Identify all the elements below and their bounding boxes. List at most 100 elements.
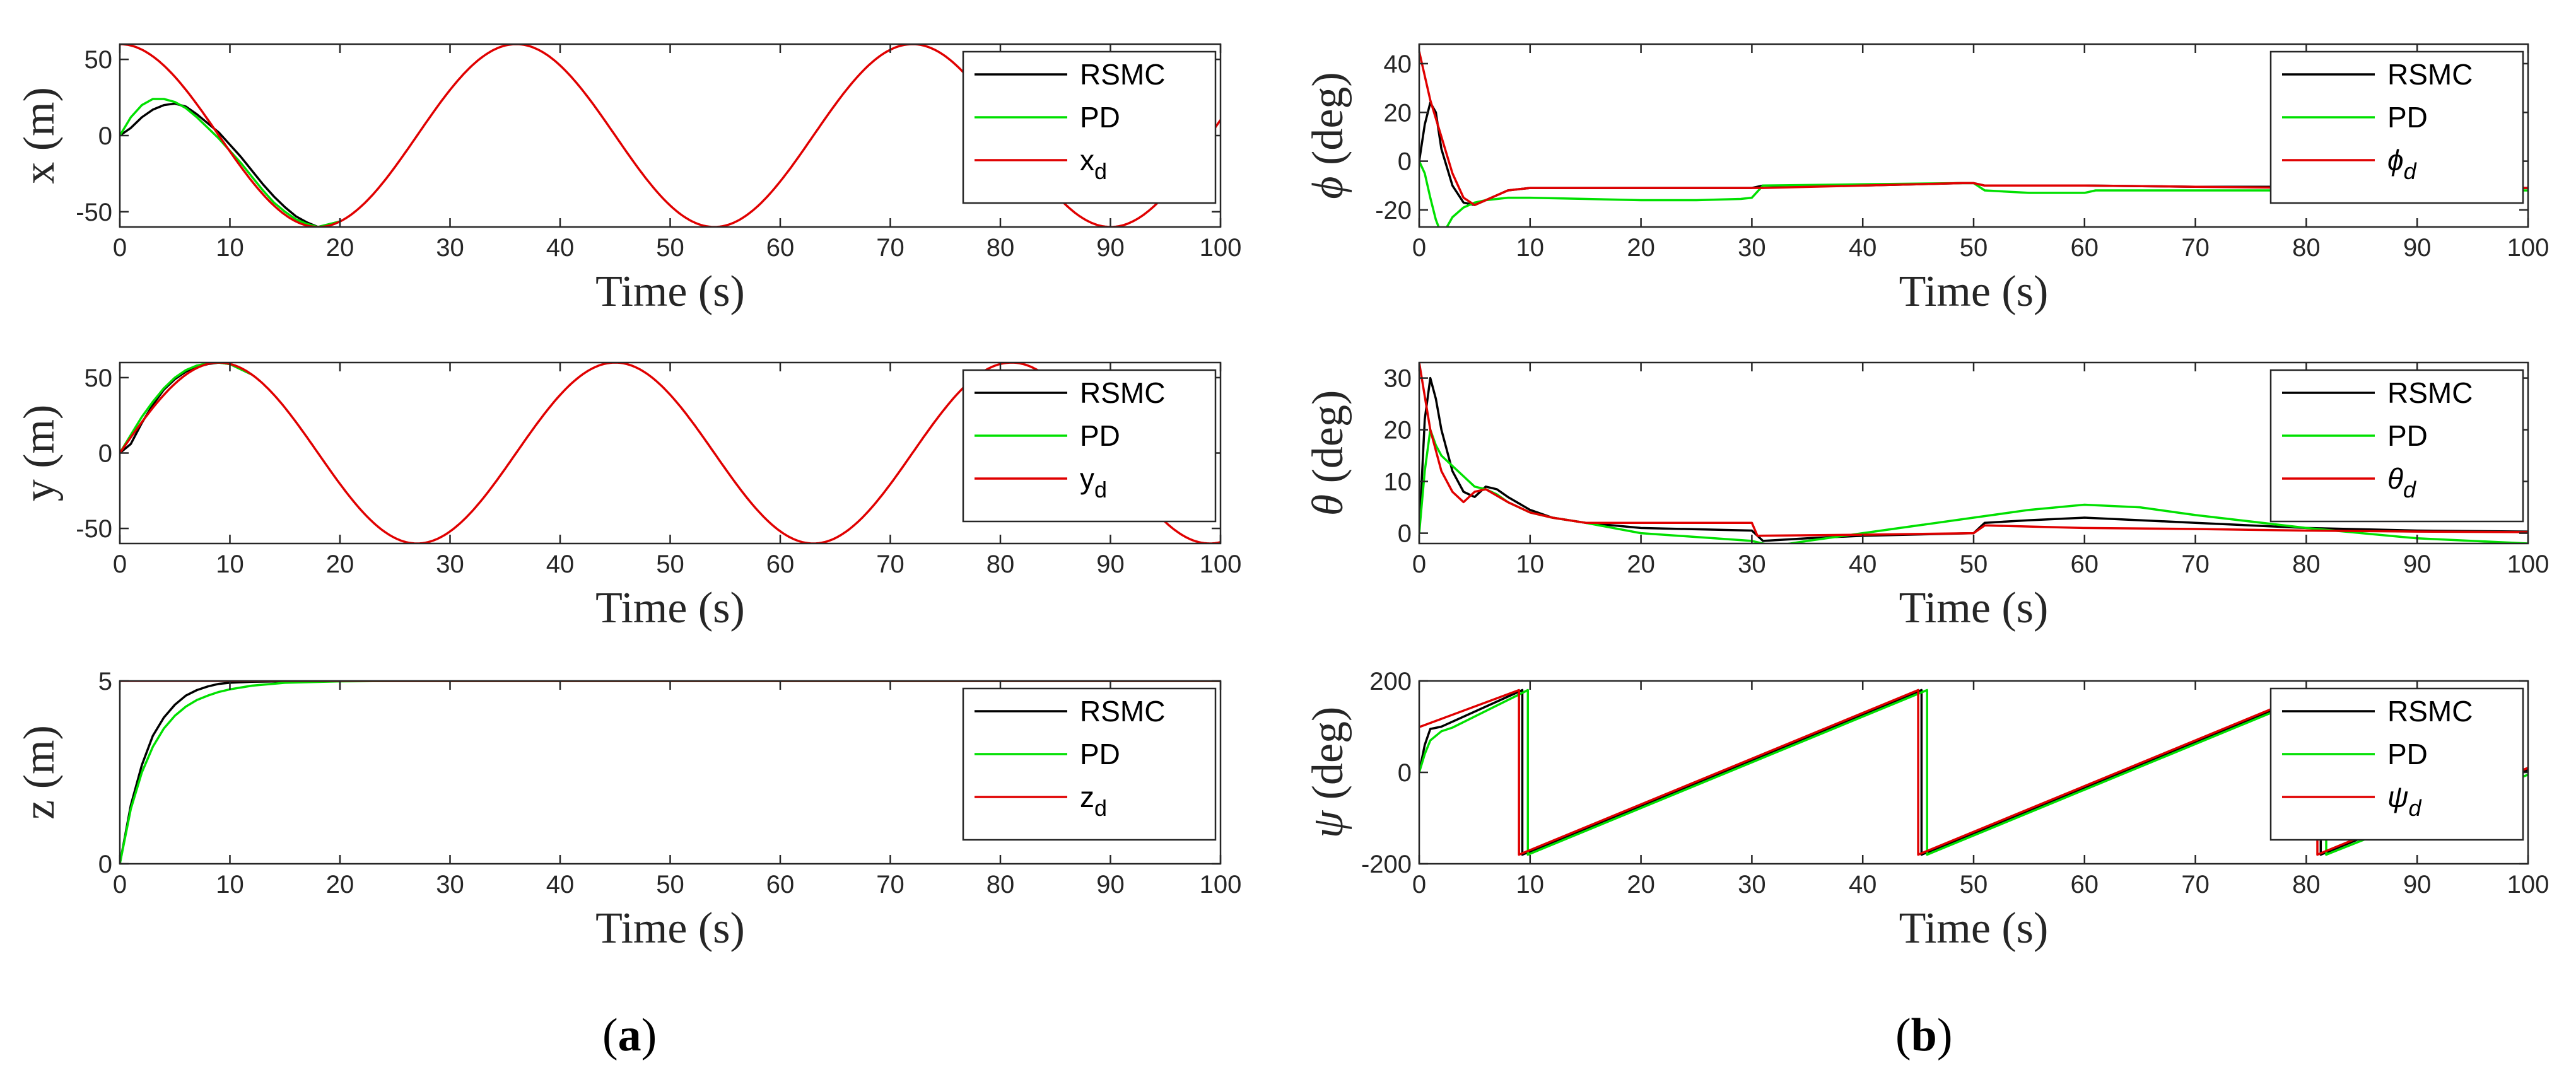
x-tick-label: 0 xyxy=(113,550,127,578)
x-tick-label: 90 xyxy=(1096,871,1125,898)
x-tick-label: 20 xyxy=(1627,550,1655,578)
x-tick-label: 50 xyxy=(656,550,684,578)
legend-entry: PD xyxy=(1080,738,1120,770)
series-line-ref xyxy=(1419,363,2528,537)
legend: RSMC PD ψd xyxy=(2269,687,2524,841)
series-line-rsmc xyxy=(120,363,253,454)
x-tick-label: 80 xyxy=(986,550,1015,578)
legend-box xyxy=(2269,687,2524,841)
x-tick-label: 20 xyxy=(326,871,354,898)
x-tick-label: 0 xyxy=(1412,871,1426,898)
y-tick-label: 10 xyxy=(1384,468,1412,496)
x-tick-label: 100 xyxy=(2507,550,2550,578)
x-tick-label: 90 xyxy=(1096,234,1125,262)
x-tick-label: 100 xyxy=(1200,234,1242,262)
x-axis-label: Time (s) xyxy=(1899,904,2049,953)
x-tick-label: 70 xyxy=(876,550,905,578)
y-axis-label: x (m) xyxy=(15,87,64,184)
x-tick-label: 40 xyxy=(1849,234,1877,262)
x-tick-label: 90 xyxy=(2403,871,2432,898)
x-tick-label: 60 xyxy=(2071,871,2099,898)
x-tick-label: 30 xyxy=(436,871,464,898)
legend-box xyxy=(2269,369,2524,523)
plot-area xyxy=(1419,51,2528,227)
legend-entry: PD xyxy=(1080,419,1120,452)
legend-entry: θd xyxy=(2387,462,2416,503)
y-axis-label: ψ (deg) xyxy=(1304,707,1352,839)
chart-theta: 0 10 20 30 40 50 60 70 80 90 100 0 10 20 30 Time (s) θ (… xyxy=(1304,361,2550,632)
x-tick-label: 10 xyxy=(1516,871,1545,898)
series-line-rsmc xyxy=(120,102,341,227)
x-tick-label: 70 xyxy=(2181,234,2210,262)
y-axis-label: y (m) xyxy=(15,405,64,502)
y-tick-label: 50 xyxy=(85,46,113,74)
x-tick-label: 50 xyxy=(656,234,684,262)
x-axis-label: Time (s) xyxy=(595,584,745,632)
x-tick-label: 50 xyxy=(1960,234,1988,262)
x-tick-label: 0 xyxy=(113,234,127,262)
y-tick-label: 0 xyxy=(1398,148,1412,176)
x-tick-label: 40 xyxy=(1849,550,1877,578)
x-tick-label: 0 xyxy=(1412,234,1426,262)
x-tick-label: 10 xyxy=(216,234,244,262)
x-tick-label: 50 xyxy=(656,871,684,898)
x-tick-label: 10 xyxy=(1516,234,1545,262)
y-tick-label: 50 xyxy=(85,364,113,392)
x-tick-label: 80 xyxy=(2292,550,2321,578)
x-tick-label: 80 xyxy=(2292,234,2321,262)
x-tick-label: 20 xyxy=(1627,871,1655,898)
legend-entry: ϕd xyxy=(2387,144,2417,184)
x-tick-label: 70 xyxy=(876,234,905,262)
x-tick-label: 20 xyxy=(326,550,354,578)
legend-box xyxy=(962,369,1217,523)
y-tick-label: 200 xyxy=(1369,668,1412,695)
x-tick-label: 40 xyxy=(546,234,575,262)
x-tick-label: 90 xyxy=(1096,550,1125,578)
y-tick-label: 20 xyxy=(1384,417,1412,445)
y-tick-label: 0 xyxy=(1398,759,1412,787)
x-tick-label: 100 xyxy=(1200,550,1242,578)
y-tick-label: -50 xyxy=(76,199,112,226)
x-tick-label: 70 xyxy=(2181,550,2210,578)
x-tick-label: 40 xyxy=(1849,871,1877,898)
x-tick-label: 40 xyxy=(546,550,575,578)
x-axis-label: Time (s) xyxy=(595,267,745,316)
x-tick-label: 80 xyxy=(986,871,1015,898)
x-tick-label: 60 xyxy=(766,871,795,898)
x-tick-label: 80 xyxy=(2292,871,2321,898)
panel-label-a: (a) xyxy=(602,1009,657,1061)
x-tick-label: 20 xyxy=(326,234,354,262)
x-tick-label: 10 xyxy=(216,871,244,898)
series-line-pd xyxy=(120,98,341,227)
y-tick-label: -50 xyxy=(76,515,112,543)
plot-area xyxy=(1419,363,2528,544)
series-line-rsmc xyxy=(1419,376,2528,542)
y-tick-label: 30 xyxy=(1384,365,1412,393)
legend-entry: RSMC xyxy=(2387,695,2473,728)
y-axis-label: θ (deg) xyxy=(1304,390,1352,516)
legend-entry: PD xyxy=(1080,101,1120,134)
x-tick-label: 0 xyxy=(113,871,127,898)
series-line-pd xyxy=(1419,428,2528,544)
y-axis-label: ϕ (deg) xyxy=(1304,72,1352,199)
y-tick-label: 0 xyxy=(1398,520,1412,548)
y-tick-label: 0 xyxy=(98,122,112,150)
x-tick-label: 90 xyxy=(2403,550,2432,578)
y-tick-label: 0 xyxy=(98,440,112,468)
y-tick-label: 20 xyxy=(1384,99,1412,127)
x-tick-label: 70 xyxy=(2181,871,2210,898)
y-tick-label: 0 xyxy=(98,851,112,878)
legend: RSMC PD xd xyxy=(962,50,1217,204)
x-tick-label: 30 xyxy=(436,550,464,578)
y-axis-label: z (m) xyxy=(15,725,64,820)
x-tick-label: 60 xyxy=(766,550,795,578)
x-tick-label: 40 xyxy=(546,871,575,898)
legend: RSMC PD θd xyxy=(2269,369,2524,523)
legend-entry: PD xyxy=(2387,101,2428,134)
x-tick-label: 30 xyxy=(1738,871,1766,898)
legend-entry: RSMC xyxy=(1080,695,1165,728)
